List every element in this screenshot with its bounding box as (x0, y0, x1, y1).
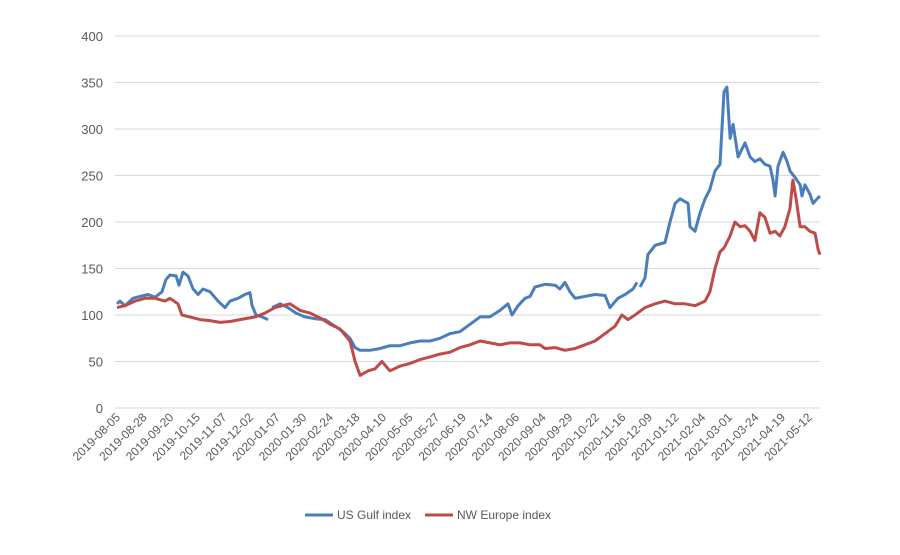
y-tick-label: 150 (81, 262, 103, 277)
y-tick-label: 400 (81, 29, 103, 44)
y-tick-label: 200 (81, 215, 103, 230)
series-line-us-gulf (115, 85, 822, 352)
y-tick-label: 50 (89, 355, 103, 370)
y-tick-label: 0 (96, 401, 103, 416)
y-tick-label: 100 (81, 308, 103, 323)
y-tick-label: 300 (81, 122, 103, 137)
y-axis-ticks: 0 50 100 150 200 250 300 350 400 (81, 29, 103, 416)
x-axis-ticks: 2019-08-052019-08-282019-09-202019-10-15… (70, 410, 815, 464)
series-lines (115, 85, 822, 377)
legend: US Gulf index NW Europe index (305, 508, 551, 522)
legend-label-nw-europe: NW Europe index (457, 508, 551, 522)
y-tick-label: 250 (81, 169, 103, 184)
legend-label-us-gulf: US Gulf index (337, 508, 411, 522)
gridlines (115, 35, 820, 409)
y-tick-label: 350 (81, 76, 103, 91)
series-line-nw-europe (116, 178, 822, 377)
